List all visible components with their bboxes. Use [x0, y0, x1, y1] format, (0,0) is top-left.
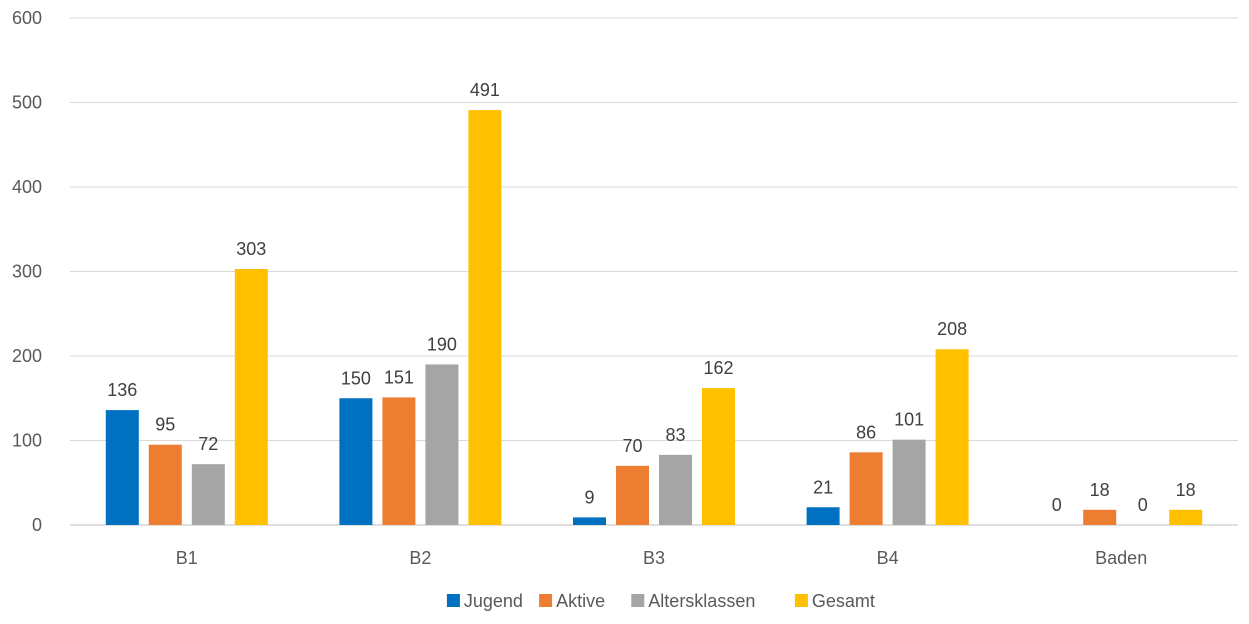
x-category-label-b3: B3 — [643, 548, 665, 568]
x-category-label-baden: Baden — [1095, 548, 1147, 568]
x-category-label-b4: B4 — [877, 548, 899, 568]
bar-baden-gesamt — [1169, 509, 1203, 525]
y-tick-label-600: 600 — [12, 8, 42, 28]
bar-b1-altersklassen — [191, 464, 225, 525]
y-tick-label-500: 500 — [12, 93, 42, 113]
legend-swatch-jugend — [446, 594, 460, 607]
data-labels: 136 95 72 303 150 151 190 491 9 70 83 162 21 86 101 208… — [107, 80, 1195, 515]
data-label-b4-altersklassen: 101 — [894, 410, 924, 430]
data-label-b1-altersklassen: 72 — [198, 434, 218, 454]
bar-b3-aktive — [616, 465, 649, 525]
data-label-b3-aktive: 70 — [622, 436, 642, 456]
x-category-label-b2: B2 — [409, 548, 431, 568]
bar-b1-jugend — [105, 410, 139, 525]
data-label-b1-gesamt: 303 — [236, 239, 266, 259]
data-label-b3-altersklassen: 83 — [665, 425, 685, 445]
bar-b2-gesamt — [468, 110, 502, 525]
bar-b1-aktive — [148, 444, 182, 525]
bar-b2-altersklassen — [425, 364, 459, 525]
y-tick-label-300: 300 — [12, 262, 42, 282]
legend-label-gesamt: Gesamt — [812, 591, 875, 611]
data-label-b2-altersklassen: 190 — [427, 334, 457, 354]
data-label-b4-gesamt: 208 — [937, 319, 967, 339]
data-label-b1-aktive: 95 — [155, 415, 175, 435]
data-label-b1-jugend: 136 — [107, 380, 137, 400]
x-axis-category-labels: B1 B2 B3 B4 Baden — [176, 548, 1147, 568]
x-category-label-b1: B1 — [176, 548, 198, 568]
data-label-b2-aktive: 151 — [384, 367, 414, 387]
legend-swatch-altersklassen — [631, 594, 645, 607]
y-tick-label-100: 100 — [12, 431, 42, 451]
data-label-baden-gesamt: 18 — [1176, 480, 1196, 500]
bar-b2-aktive — [382, 397, 416, 525]
data-label-b4-aktive: 86 — [856, 422, 876, 442]
data-label-b2-gesamt: 491 — [470, 80, 500, 100]
bar-baden-aktive — [1083, 509, 1117, 525]
legend-label-jugend: Jugend — [464, 591, 523, 611]
bar-b4-altersklassen — [892, 439, 926, 525]
data-label-baden-aktive: 18 — [1090, 480, 1110, 500]
bars — [105, 110, 1203, 525]
legend-swatch-aktive — [539, 594, 553, 607]
legend: Jugend Aktive Altersklassen Gesamt — [446, 591, 875, 611]
bar-b3-jugend — [573, 517, 606, 525]
bar-b2-jugend — [339, 398, 373, 525]
data-label-baden-jugend: 0 — [1052, 495, 1062, 515]
bar-b3-altersklassen — [659, 454, 692, 525]
data-label-b3-gesamt: 162 — [703, 358, 733, 378]
bar-b4-gesamt — [935, 349, 969, 525]
data-label-b4-jugend: 21 — [813, 477, 833, 497]
legend-label-altersklassen: Altersklassen — [648, 591, 755, 611]
y-tick-label-400: 400 — [12, 177, 42, 197]
bar-b4-jugend — [806, 507, 840, 525]
y-tick-label-0: 0 — [32, 515, 42, 535]
legend-label-aktive: Aktive — [556, 591, 605, 611]
y-axis-tick-labels: 0 100 200 300 400 500 600 — [12, 8, 42, 535]
legend-swatch-gesamt — [794, 594, 808, 607]
data-label-baden-altersklassen: 0 — [1138, 495, 1148, 515]
data-label-b2-jugend: 150 — [341, 368, 371, 388]
y-tick-label-200: 200 — [12, 346, 42, 366]
data-label-b3-jugend: 9 — [584, 487, 594, 507]
bar-b3-gesamt — [702, 388, 735, 525]
bar-b1-gesamt — [234, 268, 268, 525]
bar-b4-aktive — [849, 452, 883, 525]
